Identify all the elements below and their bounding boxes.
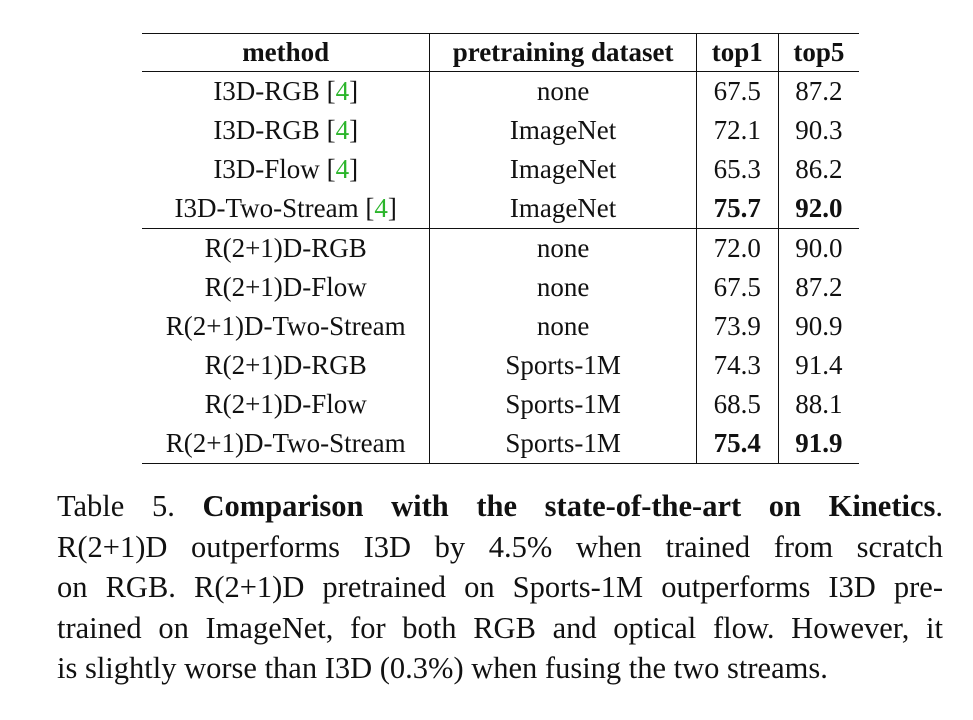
table-row: R(2+1)D-Two-Stream none 73.9 90.9 (142, 307, 859, 346)
cell-top1: 75.4 (696, 424, 779, 464)
header-top1: top1 (696, 33, 779, 72)
cell-method: R(2+1)D-Flow (142, 268, 431, 307)
cell-method: R(2+1)D-RGB (142, 228, 431, 268)
cell-top5: 87.2 (795, 76, 843, 106)
caption-title: Comparison with the state-of-the-art on … (202, 489, 936, 523)
caption-line-3: on RGB. R(2+1)D pretrained on Sports-1M … (57, 570, 943, 604)
cell-top5: 91.9 (778, 424, 859, 464)
method-name: I3D-Flow (213, 154, 320, 184)
cell-top1: 72.1 (696, 111, 779, 150)
caption-line-2: R(2+1)D outperforms I3D by 4.5% when tra… (57, 529, 943, 564)
cell-pretraining-dataset: none (429, 228, 697, 268)
table-body: I3D-RGB [4] none 67.5 87.2 I3D-RGB [4] ImageN… (142, 71, 859, 464)
results-table-container: method pretraining dataset top1 top5 I3D… (142, 33, 859, 464)
method-name: I3D-RGB (213, 76, 320, 106)
table-row: R(2+1)D-RGB none 72.0 90.0 (142, 228, 859, 268)
caption-title-end: . (935, 489, 943, 523)
cell-top1: 65.3 (696, 150, 779, 189)
header-method: method (142, 33, 431, 72)
table-row: I3D-Two-Stream [4] ImageNet 75.7 92.0 (142, 189, 859, 229)
table-row: I3D-RGB [4] ImageNet 72.1 90.3 (142, 111, 859, 150)
cell-top5: 88.1 (795, 389, 843, 419)
cell-top5: 90.9 (795, 311, 843, 341)
header-pretraining-dataset: pretraining dataset (429, 33, 697, 72)
method-name: R(2+1)D-Two-Stream (165, 428, 406, 458)
results-table: method pretraining dataset top1 top5 I3D… (142, 33, 859, 464)
cell-pretraining-dataset: Sports-1M (429, 385, 697, 424)
cell-top1: 67.5 (696, 71, 779, 111)
citation-link[interactable]: 4 (374, 193, 388, 223)
cell-pretraining-dataset: Sports-1M (429, 346, 697, 385)
cell-pretraining-dataset: none (429, 71, 697, 111)
citation-link[interactable]: 4 (335, 76, 350, 106)
cell-top5: 87.2 (795, 272, 843, 302)
cell-pretraining-dataset: ImageNet (429, 150, 697, 189)
cell-top1: 74.3 (696, 346, 779, 385)
method-name: I3D-RGB (213, 115, 320, 145)
cell-pretraining-dataset: ImageNet (429, 189, 697, 229)
method-name: R(2+1)D-Flow (204, 389, 367, 419)
caption-line-1: Table 5. Comparison with the state-of-th… (57, 486, 943, 527)
cell-top5: 91.4 (795, 350, 843, 380)
citation-link[interactable]: 4 (335, 115, 350, 145)
cell-top5: 90.0 (795, 233, 843, 263)
cell-method: R(2+1)D-RGB (142, 346, 431, 385)
cell-pretraining-dataset: Sports-1M (429, 424, 697, 464)
cell-top1: 75.7 (696, 189, 779, 229)
cell-top1: 68.5 (696, 385, 779, 424)
cell-method: I3D-Two-Stream [4] (142, 189, 431, 229)
table-row: I3D-Flow [4] ImageNet 65.3 86.2 (142, 150, 859, 189)
table-row: I3D-RGB [4] none 67.5 87.2 (142, 71, 859, 111)
cell-top1: 72.0 (696, 228, 779, 268)
cell-method: R(2+1)D-Two-Stream (142, 424, 431, 464)
cell-method: I3D-Flow [4] (142, 150, 431, 189)
header-top5: top5 (778, 33, 859, 72)
cell-method: R(2+1)D-Two-Stream (142, 307, 431, 346)
caption-line-5: is slightly worse than I3D (0.3%) when f… (57, 651, 828, 685)
cell-pretraining-dataset: none (429, 268, 697, 307)
cell-top5: 86.2 (795, 154, 843, 184)
citation-link[interactable]: 4 (335, 154, 350, 184)
table-caption: Table 5. Comparison with the state-of-th… (57, 486, 943, 689)
cell-top5: 92.0 (778, 189, 859, 229)
cell-top1: 67.5 (696, 268, 779, 307)
caption-label: Table 5. (57, 489, 175, 523)
table-header-row: method pretraining dataset top1 top5 (142, 33, 859, 72)
method-name: R(2+1)D-RGB (204, 233, 367, 263)
method-name: I3D-Two-Stream (174, 193, 359, 223)
table-row: R(2+1)D-Flow none 67.5 87.2 (142, 268, 859, 307)
cell-method: R(2+1)D-Flow (142, 385, 431, 424)
method-name: R(2+1)D-RGB (204, 350, 367, 380)
cell-pretraining-dataset: ImageNet (429, 111, 697, 150)
method-name: R(2+1)D-Two-Stream (165, 311, 406, 341)
cell-top1: 73.9 (696, 307, 779, 346)
table-row: R(2+1)D-Two-Stream Sports-1M 75.4 91.9 (142, 424, 859, 464)
caption-line-4: trained on ImageNet, for both RGB and op… (57, 610, 943, 645)
cell-top5: 90.3 (795, 115, 843, 145)
cell-pretraining-dataset: none (429, 307, 697, 346)
table-row: R(2+1)D-Flow Sports-1M 68.5 88.1 (142, 385, 859, 424)
method-name: R(2+1)D-Flow (204, 272, 367, 302)
cell-method: I3D-RGB [4] (142, 71, 431, 111)
cell-method: I3D-RGB [4] (142, 111, 431, 150)
table-row: R(2+1)D-RGB Sports-1M 74.3 91.4 (142, 346, 859, 385)
